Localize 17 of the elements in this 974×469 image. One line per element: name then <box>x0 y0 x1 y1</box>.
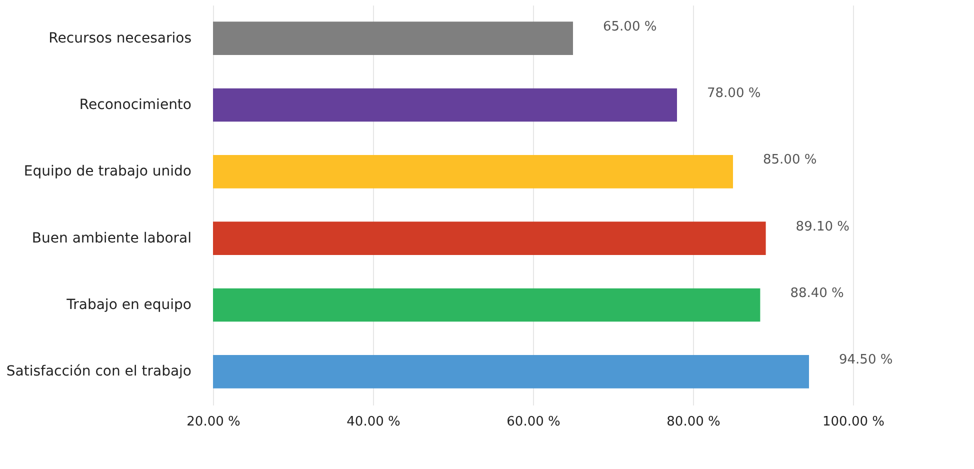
data-label: 94.50 % <box>839 352 893 368</box>
y-tick-label: Equipo de trabajo unido <box>24 164 192 180</box>
data-label: 78.00 % <box>707 86 761 101</box>
y-tick-label: Buen ambiente laboral <box>32 230 192 246</box>
y-tick-label: Recursos necesarios <box>48 30 192 46</box>
x-tick-label: 100.00 % <box>822 414 884 430</box>
x-tick-label: 20.00 % <box>186 414 240 430</box>
x-tick-label: 40.00 % <box>346 414 400 430</box>
y-tick-label: Satisfacción con el trabajo <box>6 364 192 380</box>
y-tick-label: Trabajo en equipo <box>66 297 192 313</box>
x-tick-label: 60.00 % <box>506 414 560 430</box>
y-tick-label: Reconocimiento <box>79 97 192 113</box>
data-label: 85.00 % <box>763 152 817 168</box>
data-label: 65.00 % <box>603 19 657 34</box>
data-label: 89.10 % <box>796 219 850 234</box>
data-label: 88.40 % <box>790 286 844 301</box>
x-tick-label: 80.00 % <box>666 414 720 430</box>
